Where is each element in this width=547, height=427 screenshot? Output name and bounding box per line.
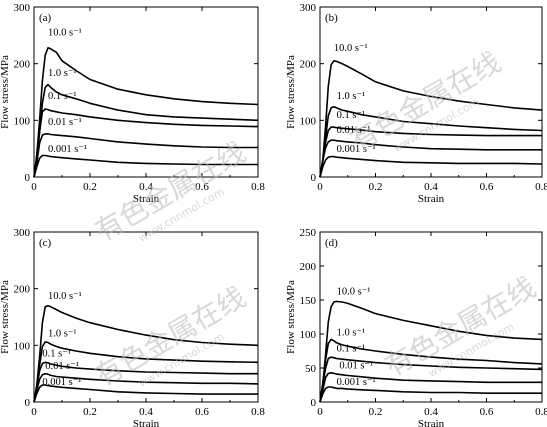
x-tick-label: 0.8 [251, 181, 265, 193]
panel-label: (d) [325, 237, 338, 249]
series-label: 0.001 s⁻¹ [48, 144, 87, 155]
watermark-cn: 有色金属在线 [344, 45, 506, 158]
y-axis-label: Flow stress/MPa [0, 280, 11, 354]
y-axis-label: Flow stress/MPa [285, 280, 297, 354]
x-axis-label: Strain [418, 193, 445, 205]
chart-panel: 0 0.2 0.4 0.6 0.8 0 100 200 300 Strain Flow stress… [0, 2, 265, 205]
watermark-cn: 有色金属在线 [379, 270, 541, 383]
x-tick-label: 0.8 [535, 181, 547, 193]
panel-label: (c) [39, 237, 52, 249]
y-tick-label: 250 [300, 227, 317, 239]
x-tick-label: 0.2 [369, 181, 383, 193]
series-line [33, 361, 258, 403]
series-label: 10.0 s⁻¹ [48, 27, 82, 38]
y-tick-label: 200 [300, 261, 317, 273]
y-tick-label: 100 [300, 115, 317, 127]
y-tick-label: 100 [14, 340, 31, 352]
x-tick-label: 0.4 [139, 406, 153, 418]
y-tick-label: 50 [305, 363, 317, 375]
x-tick-label: 0.2 [83, 406, 97, 418]
x-tick-label: 0.4 [424, 406, 438, 418]
y-tick-label: 0 [311, 172, 317, 184]
x-tick-label: 0 [317, 181, 323, 193]
series-label: 10.0 s⁻¹ [334, 43, 368, 54]
y-tick-label: 300 [14, 227, 31, 239]
series-line [319, 338, 543, 403]
y-tick-label: 100 [300, 329, 317, 341]
series-line [33, 341, 259, 403]
watermark-cn: 有色金属在线 [89, 280, 251, 393]
chart-panel: 0 0.2 0.4 0.6 0.8 0 100 200 300 Strain Flow stress… [285, 2, 547, 205]
series-label: 0.001 s⁻¹ [337, 144, 376, 155]
series-line [319, 356, 543, 403]
y-tick-label: 200 [14, 284, 31, 296]
series-label: 0.1 s⁻¹ [42, 349, 71, 360]
panel-label: (b) [325, 12, 338, 24]
y-tick-label: 0 [25, 172, 31, 184]
series-line [33, 372, 259, 403]
x-tick-label: 0.6 [195, 406, 209, 418]
series-label: 1.0 s⁻¹ [337, 327, 366, 338]
series-line [33, 384, 258, 403]
x-axis-label: Strain [133, 418, 160, 427]
series-line [319, 300, 543, 403]
x-axis-label: Strain [418, 418, 445, 427]
series-label: 0.001 s⁻¹ [42, 377, 81, 388]
y-tick-label: 300 [300, 2, 317, 14]
series-line [33, 47, 259, 178]
series-line [33, 304, 259, 403]
y-tick-label: 300 [14, 2, 31, 14]
y-tick-label: 200 [300, 59, 317, 71]
y-axis-label: Flow stress/MPa [285, 55, 297, 129]
series-label: 0.01 s⁻¹ [337, 125, 371, 136]
series-label: 10.0 s⁻¹ [48, 291, 82, 302]
series-label: 10.0 s⁻¹ [337, 287, 371, 298]
x-tick-label: 0.2 [83, 181, 97, 193]
series-label: 0.001 s⁻¹ [337, 377, 376, 388]
series-line [33, 154, 258, 178]
x-axis-label: Strain [133, 193, 160, 205]
series-label: 0.1 s⁻¹ [337, 344, 366, 355]
series-line [319, 155, 543, 178]
series-label: 0.01 s⁻¹ [339, 361, 373, 372]
series-line [319, 139, 542, 178]
y-tick-label: 0 [311, 397, 317, 409]
series-label: 0.1 s⁻¹ [48, 91, 77, 102]
series-line [33, 133, 258, 178]
x-tick-label: 0.8 [251, 406, 265, 418]
watermark-cn: 有色金属在线 [89, 135, 251, 248]
y-axis-label: Flow stress/MPa [0, 55, 11, 129]
x-tick-label: 0.2 [369, 406, 383, 418]
x-tick-label: 0.8 [535, 406, 547, 418]
y-tick-label: 200 [14, 59, 31, 71]
x-tick-label: 0 [317, 406, 323, 418]
y-tick-label: 150 [300, 295, 317, 307]
y-tick-label: 0 [25, 397, 31, 409]
series-line [319, 386, 542, 403]
chart-panel: 0 0.2 0.4 0.6 0.8 0 50 100 150 200 250 Strain Flow s… [285, 227, 547, 427]
series-label: 1.0 s⁻¹ [48, 328, 77, 339]
x-tick-label: 0.6 [195, 181, 209, 193]
series-line [319, 372, 542, 403]
series-line [33, 108, 259, 178]
y-tick-label: 100 [14, 115, 31, 127]
series-label: 1.0 s⁻¹ [337, 91, 366, 102]
series-label: 0.01 s⁻¹ [48, 117, 82, 128]
x-tick-label: 0 [31, 406, 37, 418]
series-line [319, 60, 543, 178]
series-label: 0.1 s⁻¹ [337, 110, 366, 121]
series-label: 1.0 s⁻¹ [48, 68, 77, 79]
series-line [319, 126, 542, 178]
x-tick-label: 0.4 [139, 181, 153, 193]
x-tick-label: 0.4 [424, 181, 438, 193]
x-tick-label: 0.6 [480, 406, 494, 418]
chart-panel: 0 0.2 0.4 0.6 0.8 0 100 200 300 Strain Flow stress… [0, 227, 265, 427]
series-label: 0.01 s⁻¹ [45, 361, 79, 372]
x-tick-label: 0.6 [480, 181, 494, 193]
panel-label: (a) [39, 12, 52, 24]
series-line [319, 105, 543, 178]
x-tick-label: 0 [31, 181, 37, 193]
